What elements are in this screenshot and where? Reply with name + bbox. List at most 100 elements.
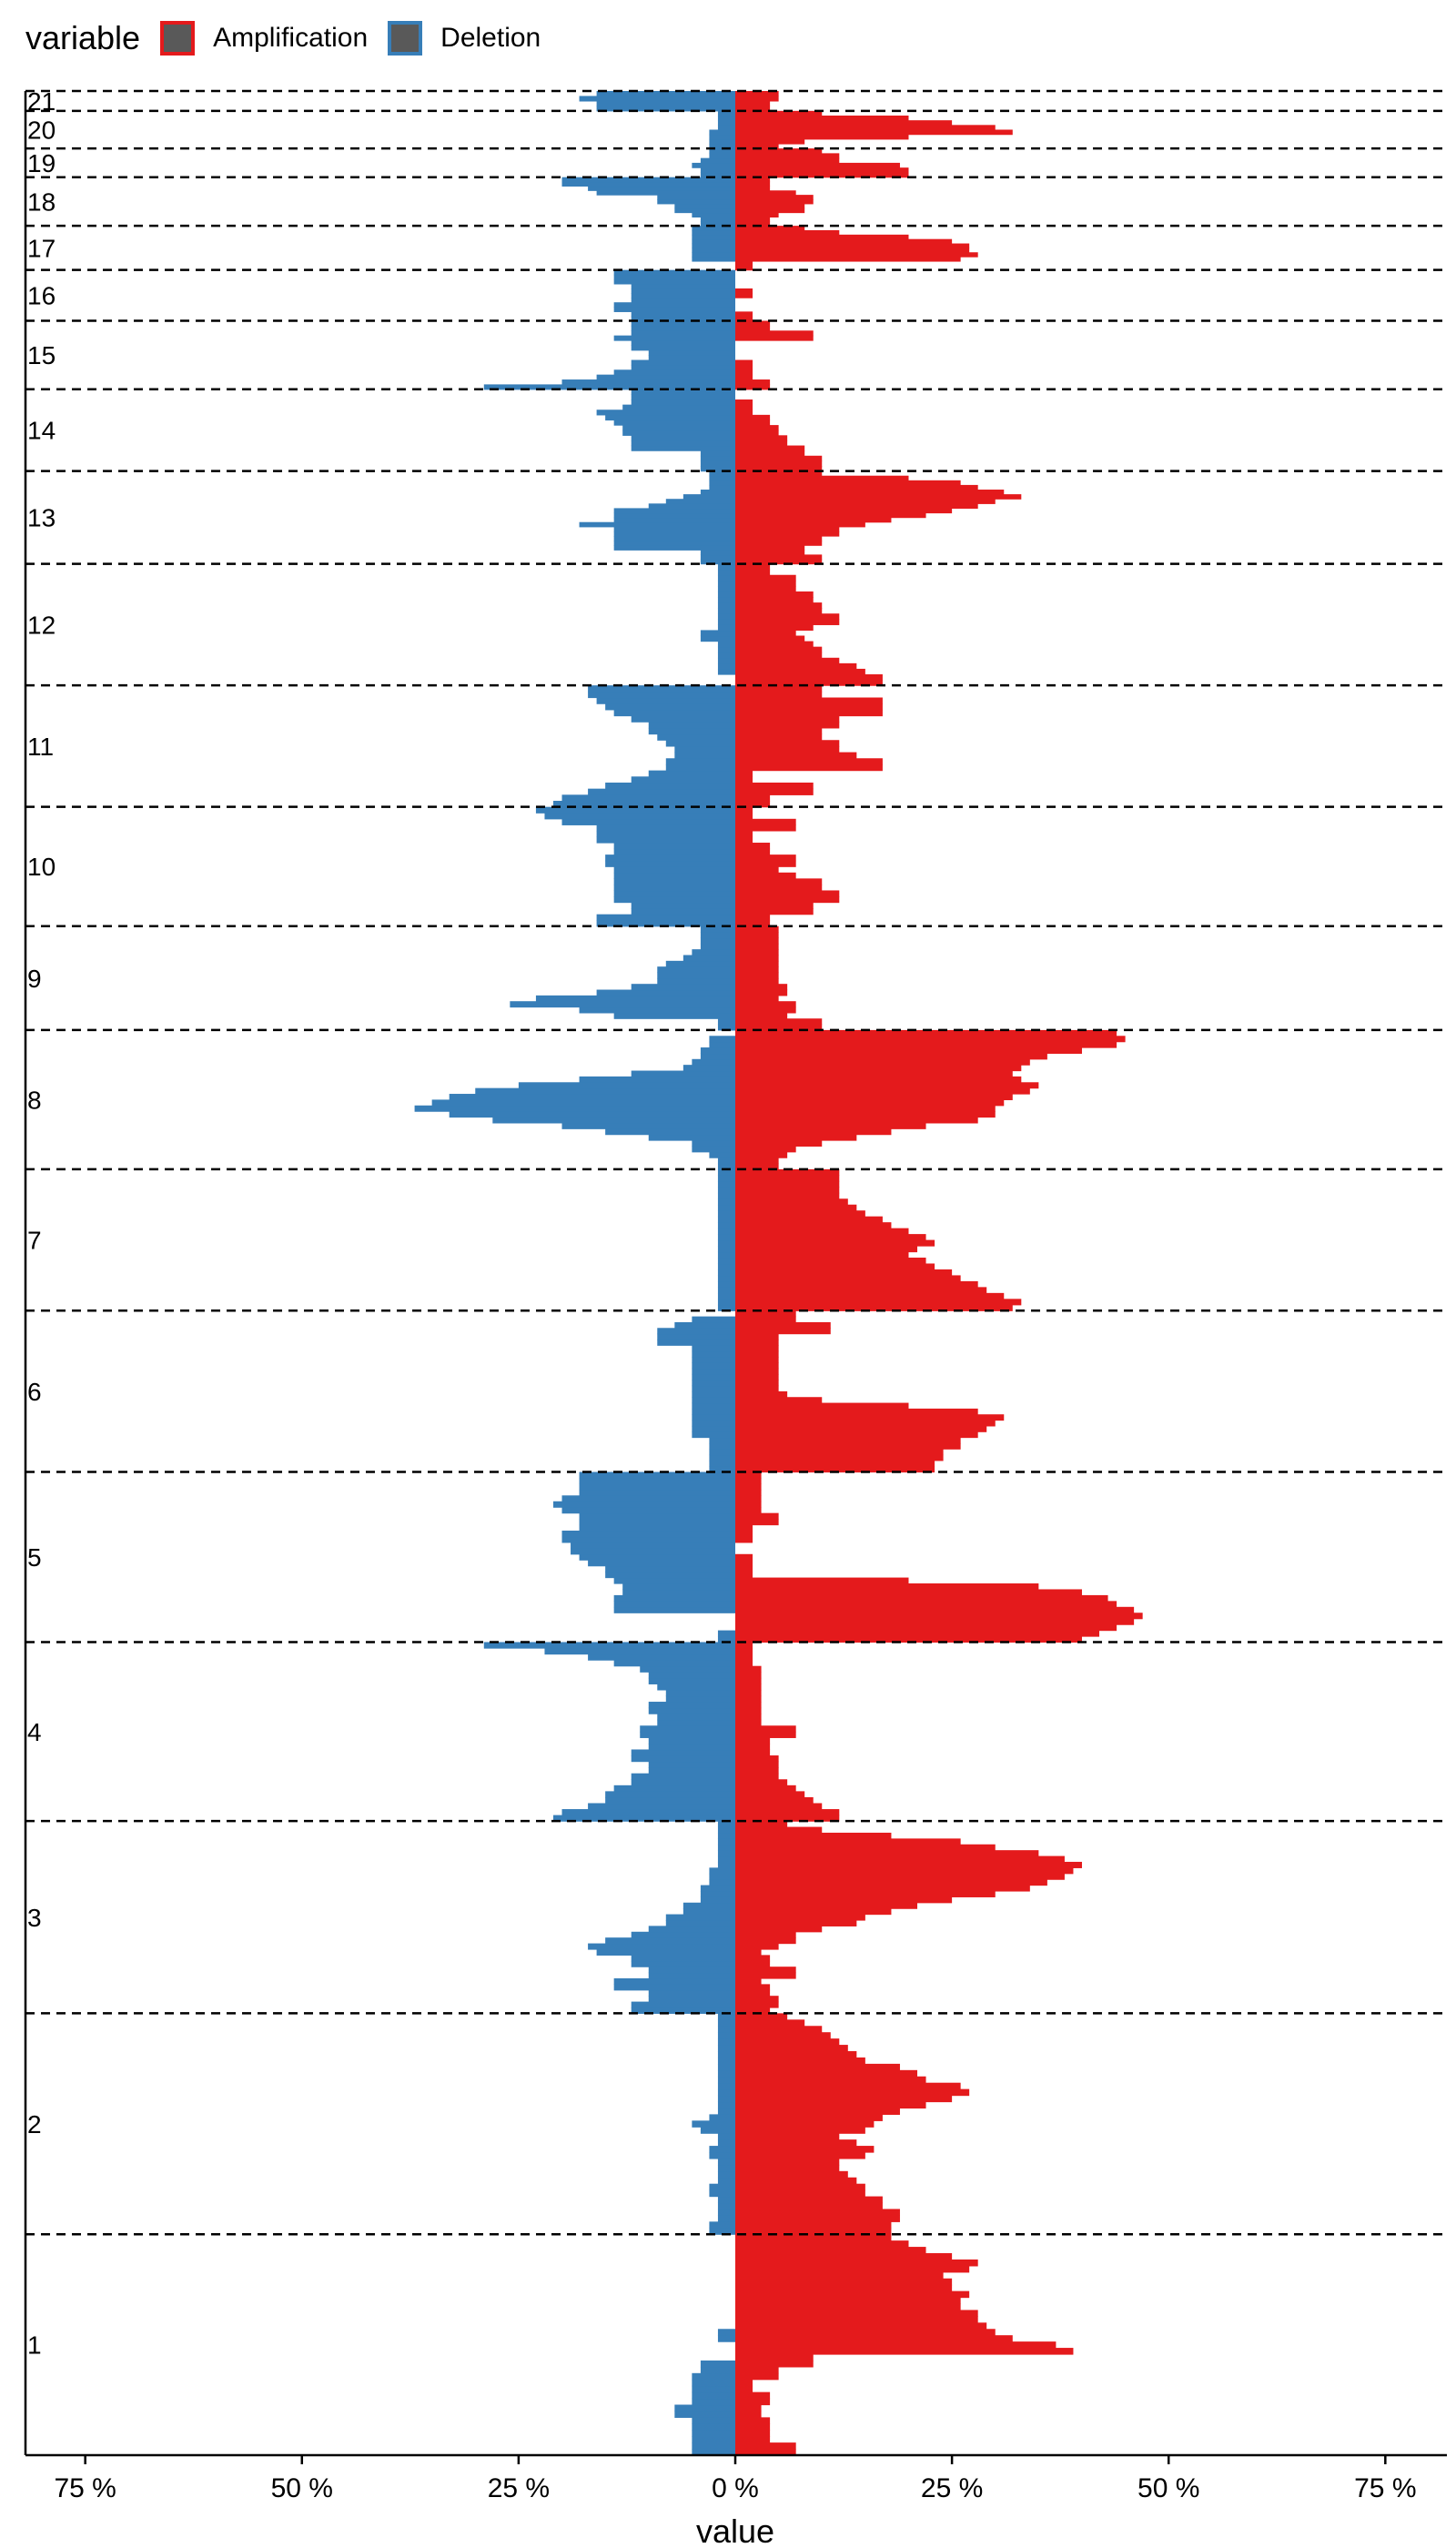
bar-deletion-chr14 — [700, 455, 735, 461]
bar-amplification-chr1 — [735, 2335, 1013, 2342]
bar-amplification-chr11 — [735, 691, 823, 699]
bar-amplification-chr15 — [735, 374, 753, 380]
bar-amplification-chr5 — [735, 1613, 1143, 1620]
bar-amplification-chr1 — [735, 2430, 771, 2437]
bar-deletion-chr8 — [492, 1117, 735, 1124]
bar-amplification-chr11 — [735, 758, 883, 765]
bar-deletion-chr4 — [605, 1791, 735, 1798]
bar-deletion-chr2 — [709, 2183, 735, 2191]
bar-amplification-chr6 — [735, 1431, 978, 1439]
bar-amplification-chr12 — [735, 635, 805, 642]
bar-deletion-chr7 — [717, 1180, 735, 1188]
bar-amplification-chr18 — [735, 181, 771, 187]
bar-amplification-chr12 — [735, 652, 823, 659]
bar-deletion-chr14 — [622, 430, 735, 436]
bar-deletion-chr7 — [717, 1204, 735, 1211]
x-axis-title: value — [696, 2513, 774, 2548]
bar-deletion-chr16 — [631, 298, 735, 303]
bar-amplification-chr5 — [735, 1601, 1117, 1608]
bar-deletion-chr9 — [717, 1024, 735, 1031]
bar-amplification-chr10 — [735, 908, 814, 915]
bar-amplification-chr3 — [735, 1838, 961, 1845]
bar-amplification-chr11 — [735, 801, 771, 808]
bar-deletion-chr8 — [692, 1140, 735, 1147]
bar-amplification-chr1 — [735, 2442, 796, 2450]
bar-deletion-chr16 — [631, 283, 735, 289]
bar-amplification-chr13 — [735, 494, 1022, 500]
bar-amplification-chr6 — [735, 1345, 779, 1352]
chromosome-label: 12 — [27, 611, 56, 639]
bar-amplification-chr4 — [735, 1796, 814, 1805]
bar-deletion-chr10 — [596, 830, 735, 838]
bar-amplification-chr4 — [735, 1779, 788, 1786]
bar-amplification-chr18 — [735, 186, 771, 191]
bar-amplification-chr14 — [735, 414, 771, 421]
bar-amplification-chr13 — [735, 503, 978, 510]
bar-deletion-chr2 — [717, 2177, 735, 2185]
bar-deletion-chr14 — [700, 466, 735, 472]
bar-deletion-chr7 — [717, 1280, 735, 1288]
bar-deletion-chr10 — [605, 860, 735, 867]
bar-amplification-chr10 — [735, 813, 753, 820]
bar-deletion-chr2 — [717, 2051, 735, 2058]
bar-amplification-chr2 — [735, 2108, 900, 2115]
bar-amplification-chr12 — [735, 674, 883, 681]
bar-amplification-chr9 — [735, 925, 779, 933]
bar-deletion-chr12 — [717, 668, 735, 675]
bar-deletion-chr2 — [717, 2038, 735, 2046]
bar-amplification-chr3 — [735, 1844, 996, 1851]
bar-deletion-chr11 — [631, 715, 735, 723]
bar-amplification-chr1 — [735, 2303, 961, 2311]
bar-amplification-chr19 — [735, 167, 909, 174]
bar-deletion-chr6 — [709, 1437, 735, 1444]
bar-deletion-chr2 — [717, 2101, 735, 2109]
axes: 75 % 50 % 25 % 0 % 25 % 50 % 75 % — [24, 91, 1447, 2503]
bar-amplification-chr2 — [735, 2032, 831, 2039]
bar-deletion-chr6 — [692, 1414, 735, 1421]
bar-deletion-chr19 — [700, 172, 735, 178]
bar-amplification-chr8 — [735, 1158, 779, 1165]
bar-deletion-chr3 — [717, 1861, 735, 1868]
bar-amplification-chr2 — [735, 2057, 865, 2065]
bar-amplification-chr8 — [735, 1163, 779, 1170]
bar-amplification-chr14 — [735, 404, 753, 410]
bar-amplification-chr3 — [735, 1826, 823, 1834]
legend-title: variable — [25, 19, 141, 56]
bar-amplification-chr1 — [735, 2372, 779, 2381]
bar-amplification-chr3 — [735, 1908, 892, 1916]
x-tick-label: 50 % — [271, 2473, 333, 2503]
bar-deletion-chr6 — [657, 1339, 735, 1346]
bar-amplification-chr7 — [735, 1287, 987, 1294]
bar-amplification-chr17 — [735, 265, 753, 271]
bar-amplification-chr12 — [735, 668, 865, 675]
bar-deletion-chr12 — [717, 662, 735, 670]
bar-deletion-chr8 — [700, 1053, 735, 1060]
bar-deletion-chr1 — [692, 2442, 735, 2450]
bar-deletion-chr12 — [717, 563, 735, 571]
bar-deletion-chr11 — [605, 782, 735, 790]
bar-amplification-chr6 — [735, 1390, 788, 1398]
bar-amplification-chr9 — [735, 1024, 823, 1031]
bar-amplification-chr18 — [735, 195, 814, 200]
bar-deletion-chr14 — [700, 450, 735, 457]
bar-amplification-chr8 — [735, 1041, 1117, 1048]
bar-amplification-chr15 — [735, 320, 771, 327]
bar-amplification-chr13 — [735, 541, 823, 546]
bar-amplification-chr11 — [735, 715, 840, 723]
bar-amplification-chr3 — [735, 1861, 1082, 1868]
bar-amplification-chr11 — [735, 722, 840, 729]
bar-deletion-chr2 — [717, 2139, 735, 2147]
bar-amplification-chr7 — [735, 1192, 840, 1199]
bar-amplification-chr4 — [735, 1672, 762, 1679]
bar-deletion-chr17 — [692, 229, 735, 236]
bar-amplification-chr1 — [735, 2411, 762, 2418]
x-tick-label: 75 % — [54, 2473, 116, 2503]
bar-amplification-chr17 — [735, 226, 805, 231]
bar-deletion-chr2 — [717, 2095, 735, 2103]
bar-deletion-chr9 — [700, 937, 735, 945]
bar-deletion-chr9 — [692, 949, 735, 956]
chromosome-label: 18 — [27, 187, 56, 216]
bar-deletion-chr7 — [717, 1210, 735, 1218]
bar-amplification-chr1 — [735, 2322, 987, 2330]
bar-amplification-chr2 — [735, 2189, 865, 2198]
